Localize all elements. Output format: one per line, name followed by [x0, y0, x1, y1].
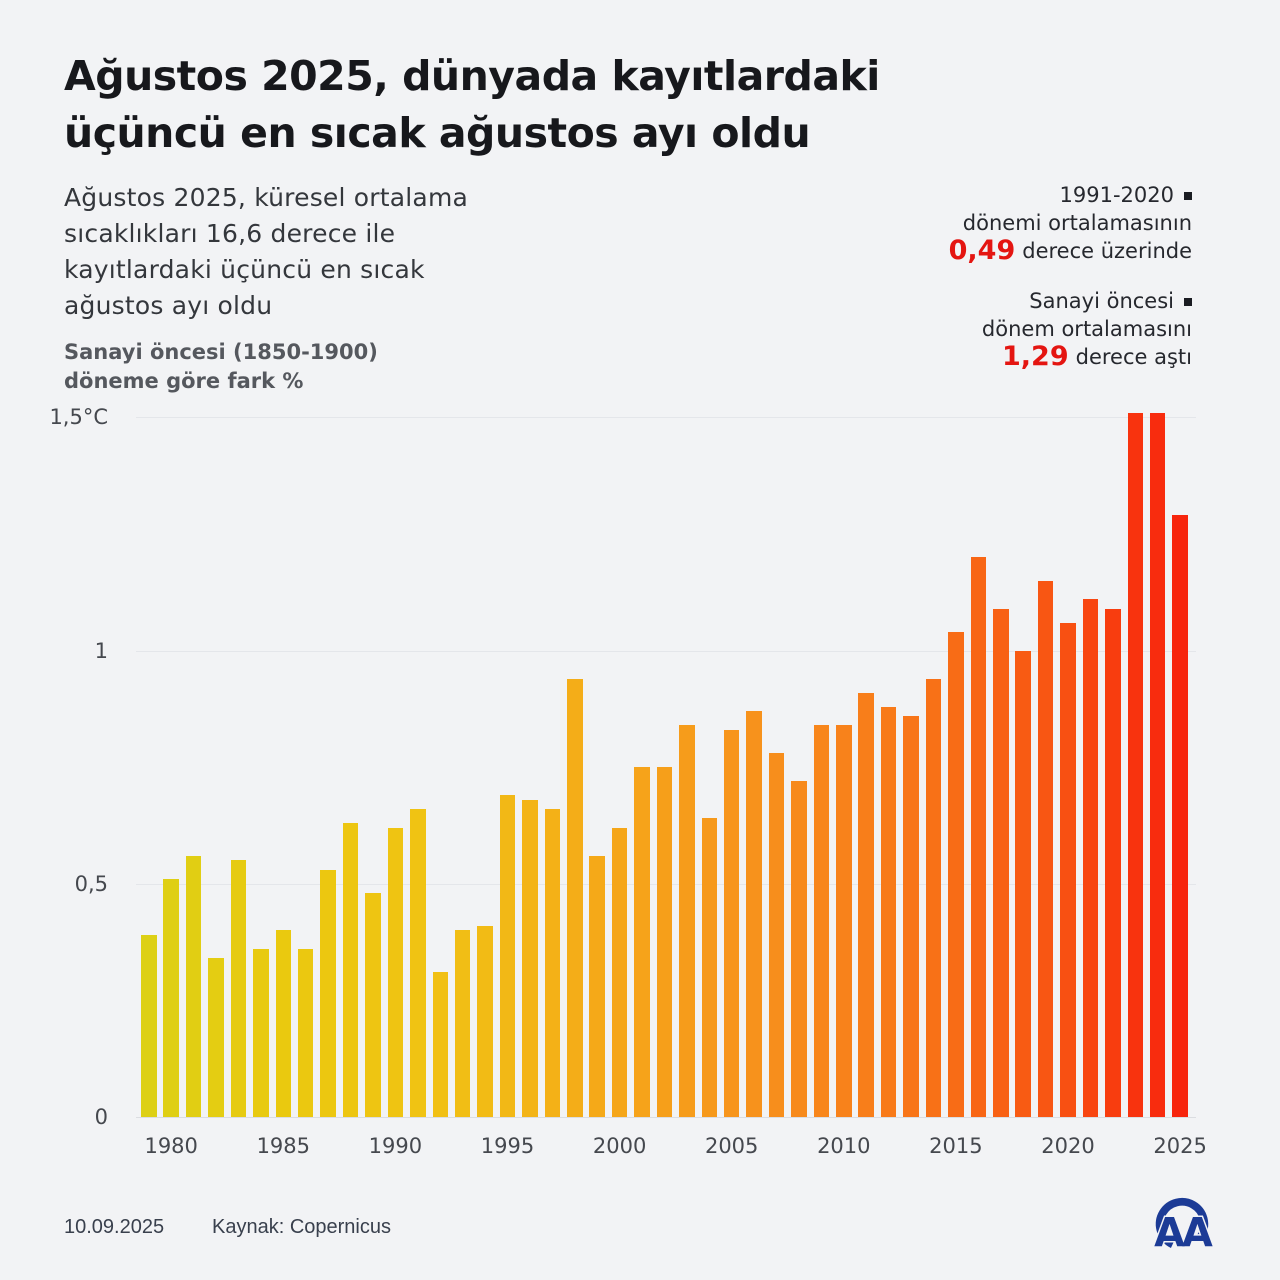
subtitle: Ağustos 2025, küresel ortalama sıcaklıkl…	[64, 180, 624, 324]
subtitle-line4: ağustos ayı oldu	[64, 291, 273, 320]
bar-2012	[880, 706, 897, 1117]
bar-1989	[365, 893, 381, 1117]
annotation-sanayi-oncesi: Sanayi öncesi dönem ortalamasını 1,29 der…	[982, 287, 1192, 371]
bar-2010	[836, 725, 852, 1117]
bar-1997	[544, 809, 561, 1117]
bar-1995	[499, 795, 516, 1117]
bar-1993	[454, 930, 471, 1117]
bar-2016	[970, 557, 987, 1117]
gridline-1	[136, 650, 1196, 652]
bar-2011	[858, 692, 874, 1117]
subtitle-line1: Ağustos 2025, küresel ortalama	[64, 183, 469, 212]
bar-1983	[230, 860, 247, 1117]
bar-1980	[163, 879, 179, 1117]
annotation-value-line: 1,29 derece aştı	[982, 343, 1192, 371]
subtitle-line3: kayıtlardaki üçüncü en sıcak	[64, 255, 425, 284]
bullet-square-icon	[1184, 192, 1192, 200]
bar-2013	[903, 715, 919, 1117]
y-axis-label-1: 1	[94, 638, 108, 663]
bar-2017	[993, 608, 1009, 1117]
page-title-line1: Ağustos 2025, dünyada kayıtlardaki	[64, 52, 880, 100]
footer-source: Kaynak: Copernicus	[212, 1216, 391, 1238]
bar-2009	[813, 725, 830, 1117]
axis-note-line1: Sanayi öncesi (1850-1900)	[64, 340, 378, 364]
bar-1990	[387, 827, 404, 1117]
bar-2022	[1105, 608, 1121, 1117]
bar-2004	[701, 818, 718, 1117]
annotation-line: dönemi ortalamasının	[962, 211, 1192, 235]
annotation-line: dönem ortalamasını	[981, 317, 1192, 341]
page-title: Ağustos 2025, dünyada kayıtlardaki üçünc…	[64, 48, 964, 162]
logo-ring	[1155, 1197, 1209, 1251]
bar-2002	[656, 767, 673, 1117]
x-axis-label-1980: 1980	[144, 1134, 198, 1158]
footer-date: 10.09.2025	[64, 1216, 165, 1238]
x-axis-label-1995: 1995	[480, 1134, 535, 1158]
bar-2007	[768, 753, 785, 1117]
annotation-value-suffix: derece aştı	[1075, 345, 1192, 369]
bar-2003	[679, 725, 695, 1117]
bar-2021	[1082, 599, 1099, 1117]
x-axis-label-2025: 2025	[1153, 1134, 1207, 1158]
x-axis-label-1990: 1990	[368, 1134, 423, 1158]
bar-2020	[1060, 622, 1076, 1117]
bar-2005	[723, 729, 740, 1117]
bar-1985	[275, 930, 292, 1117]
bar-1994	[477, 925, 493, 1117]
x-axis-label-2020: 2020	[1041, 1134, 1095, 1158]
bar-2018	[1015, 650, 1031, 1117]
bar-1982	[208, 958, 224, 1117]
logo-letters: AA	[1154, 1211, 1213, 1257]
bar-1998	[567, 678, 583, 1117]
bar-1979	[141, 935, 157, 1117]
gridline-1,5°C	[136, 417, 1196, 419]
bar-2019	[1037, 580, 1054, 1117]
annotation-heading-text: Sanayi öncesi	[1029, 289, 1174, 313]
anadolu-agency-logo: AA	[1153, 1197, 1216, 1258]
annotation-heading: 1991-2020	[949, 181, 1192, 209]
annotation-heading-text: 1991-2020	[1059, 183, 1174, 207]
annotation-heading: Sanayi öncesi	[982, 287, 1192, 315]
page-title-line2: üçüncü en sıcak ağustos ayı oldu	[64, 109, 811, 157]
y-axis-label-1,5°C: 1,5°C	[49, 405, 108, 430]
x-axis-label-2015: 2015	[929, 1134, 983, 1158]
bar-2001	[634, 767, 650, 1117]
bar-2008	[791, 781, 807, 1117]
bar-1999	[589, 855, 605, 1117]
annotation-1991-2020: 1991-2020 dönemi ortalamasının 0,49 derec…	[949, 181, 1192, 265]
annotation-value-line: 0,49 derece üzerinde	[949, 237, 1192, 265]
bar-2024	[1149, 412, 1166, 1117]
annotation-value-suffix: derece üzerinde	[1022, 239, 1192, 263]
x-axis-label-2010: 2010	[817, 1134, 871, 1158]
axis-note: Sanayi öncesi (1850-1900) döneme göre fa…	[64, 338, 544, 396]
bar-2006	[746, 711, 762, 1117]
y-axis-label-0: 0	[94, 1105, 108, 1129]
bar-1988	[342, 823, 359, 1117]
bar-2000	[611, 827, 628, 1117]
annotation-value: 0,49	[948, 235, 1016, 266]
x-axis-label-1985: 1985	[256, 1134, 311, 1158]
bar-1987	[320, 869, 336, 1117]
gridline-0	[136, 1117, 1196, 1118]
bar-2014	[925, 678, 942, 1117]
bar-1984	[253, 949, 269, 1117]
bar-1992	[432, 972, 449, 1117]
x-axis-label-2000: 2000	[592, 1134, 647, 1158]
bar-2015	[948, 631, 964, 1117]
axis-note-line2: döneme göre fark %	[64, 369, 304, 393]
annotation-value: 1,29	[1002, 341, 1069, 372]
subtitle-line2: sıcaklıkları 16,6 derece ile	[64, 219, 396, 248]
bar-1996	[522, 799, 538, 1117]
x-axis-label-2005: 2005	[704, 1134, 759, 1158]
y-axis-label-0,5: 0,5	[74, 871, 108, 896]
bar-2023	[1127, 412, 1144, 1117]
bar-1991	[410, 809, 426, 1117]
bar-2025	[1172, 515, 1188, 1117]
bar-1981	[185, 855, 202, 1117]
bullet-square-icon	[1184, 298, 1192, 306]
bar-1986	[297, 949, 314, 1117]
